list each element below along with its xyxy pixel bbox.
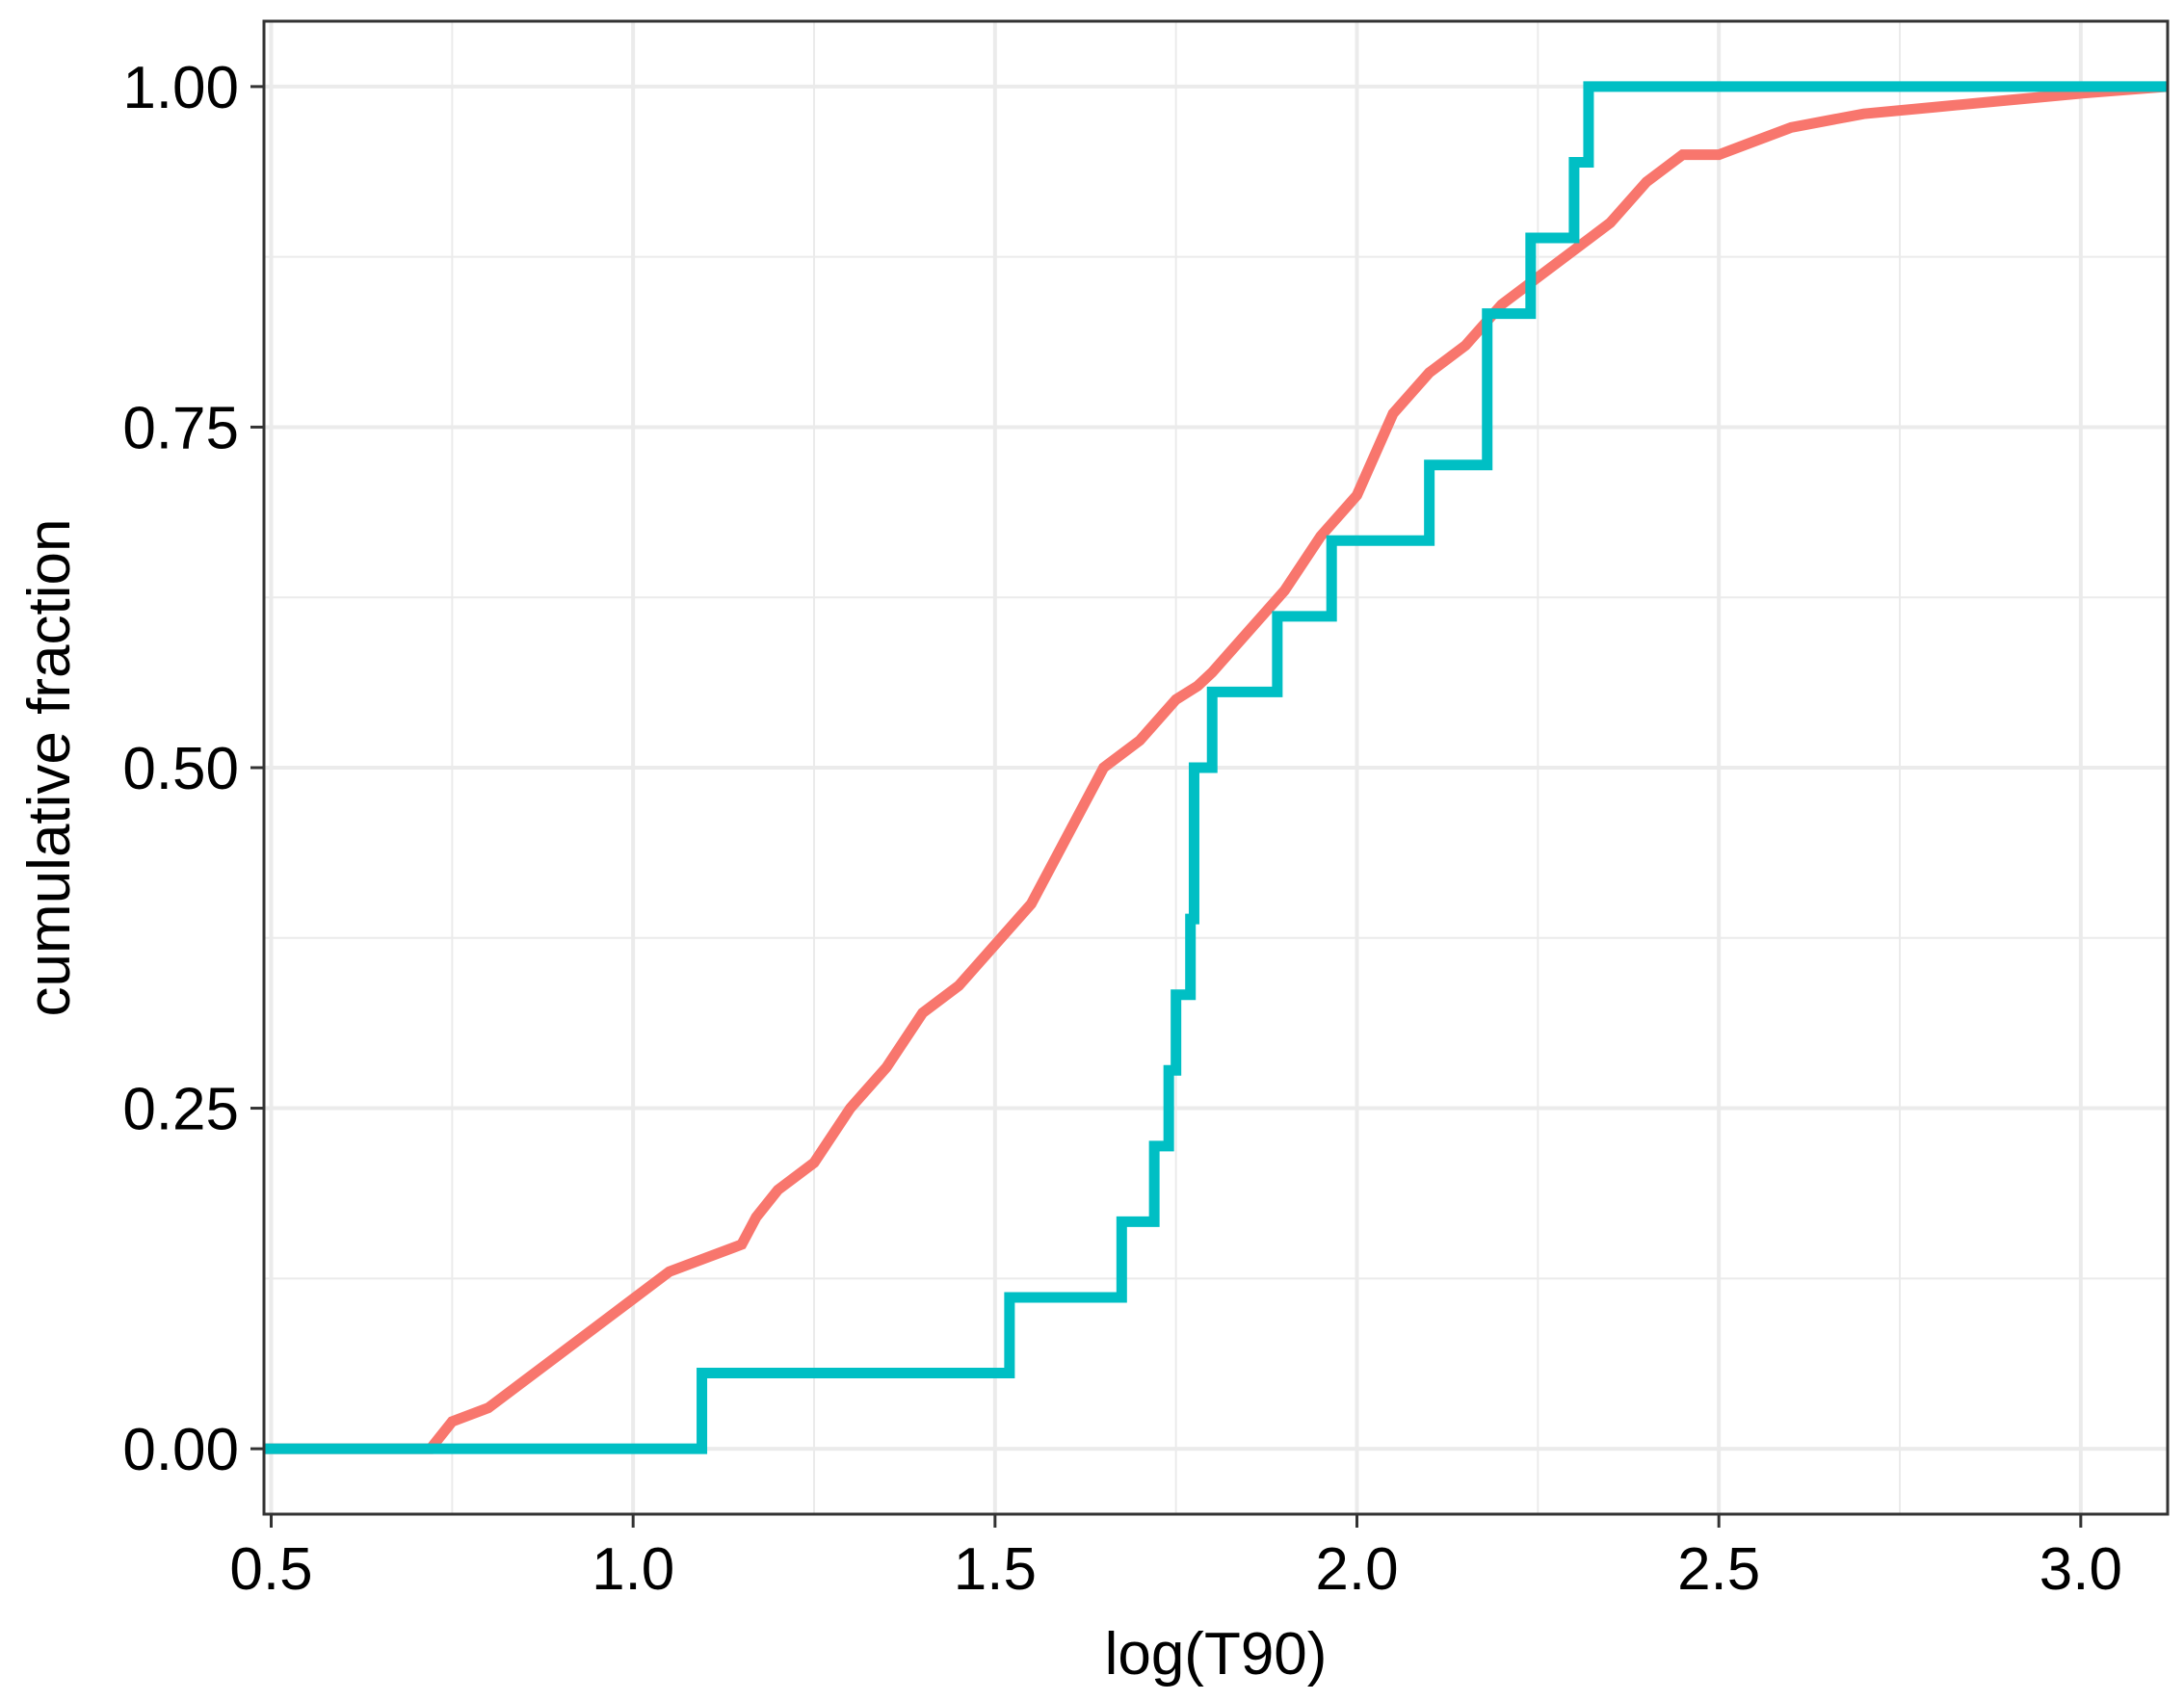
y-axis: 0.00 0.25 0.50 0.75 1.00 xyxy=(122,55,264,1483)
x-axis: 0.5 1.0 1.5 2.0 2.5 3.0 xyxy=(229,1514,2122,1603)
x-tick-label: 1.0 xyxy=(592,1536,674,1603)
y-tick-label: 0.00 xyxy=(122,1417,239,1483)
series-line-2 xyxy=(264,81,2168,1454)
series-lines xyxy=(264,81,2169,1454)
x-tick-label: 2.5 xyxy=(1677,1536,1760,1603)
y-axis-title: cumulative fraction xyxy=(16,519,83,1017)
y-tick-label: 0.25 xyxy=(122,1077,239,1143)
y-tick-label: 1.00 xyxy=(122,55,239,121)
series-line-1 xyxy=(264,81,2169,1454)
y-tick-label: 0.50 xyxy=(122,736,239,802)
x-axis-title: log(T90) xyxy=(1105,1621,1328,1688)
x-tick-label: 1.5 xyxy=(954,1536,1037,1603)
x-tick-label: 0.5 xyxy=(229,1536,312,1603)
x-tick-label: 2.0 xyxy=(1315,1536,1398,1603)
x-tick-label: 3.0 xyxy=(2039,1536,2122,1603)
y-tick-label: 0.75 xyxy=(122,395,239,461)
